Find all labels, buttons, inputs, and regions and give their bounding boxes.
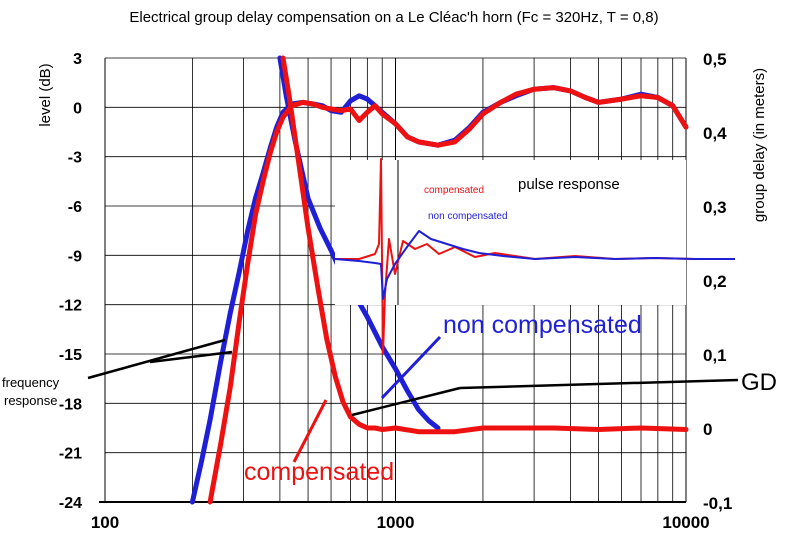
series <box>189 55 689 505</box>
left-axis-ticks: 3 0 -3 -6 -9 -12 -15 -18 -21 -24 <box>59 51 82 512</box>
annotations: non compensated compensated GD frequency res… <box>2 311 777 486</box>
fr-pointer-line <box>87 338 226 380</box>
inset-background <box>335 160 686 305</box>
y-tick-label: -9 <box>68 248 82 265</box>
fr-line-compensated <box>207 85 689 505</box>
annotation-non-compensated: non compensated <box>443 311 642 339</box>
annotation-frequency-response: frequency <box>2 375 60 390</box>
y-tick-label: -12 <box>59 298 82 315</box>
inset-label-non-compensated: non compensated <box>428 211 508 222</box>
y-tick-label: -3 <box>68 150 82 167</box>
x-tick-label: 10000 <box>662 513 709 532</box>
x-axis-ticks: 100 1000 10000 <box>91 513 710 532</box>
y-tick-label: -24 <box>59 495 82 512</box>
inset-title: pulse response <box>518 176 620 193</box>
y2-tick-label: 0,5 <box>703 50 727 69</box>
y-tick-label: -15 <box>59 347 82 364</box>
pulse-response-inset: pulse response compensated non compensated <box>334 158 735 355</box>
y2-tick-label: 0 <box>703 420 712 439</box>
gd-line-compensated <box>280 55 689 435</box>
x-tick-label: 100 <box>91 513 119 532</box>
y-axis-label: level (dB) <box>37 63 54 126</box>
y-tick-label: 3 <box>73 51 82 68</box>
fr-pointer-line <box>149 350 233 364</box>
annotation-frequency-response: response <box>4 393 57 408</box>
y2-tick-label: 0,4 <box>703 124 727 143</box>
inset-label-compensated: compensated <box>424 185 484 196</box>
y2-tick-label: 0,2 <box>703 272 727 291</box>
inset-line-non-compensated <box>334 230 735 300</box>
right-axis-ticks: 0,5 0,4 0,3 0,2 0,1 0 -0,1 <box>703 50 732 513</box>
y-tick-label: -6 <box>68 199 82 216</box>
y2-axis-label: group delay (in meters) <box>751 68 768 222</box>
y2-tick-label: 0,1 <box>703 346 727 365</box>
y-tick-label: 0 <box>73 100 82 117</box>
y-tick-label: -18 <box>59 396 82 413</box>
chart-title: Electrical group delay compensation on a… <box>129 9 658 26</box>
y-tick-label: -21 <box>59 446 82 463</box>
non-compensated-pointer-line <box>380 335 442 400</box>
gd-pointer-line <box>351 386 461 417</box>
compensated-pointer-line <box>292 399 328 463</box>
annotation-gd: GD <box>741 369 777 396</box>
y2-tick-label: -0,1 <box>703 494 732 513</box>
gd-pointer-line <box>459 378 739 390</box>
y2-tick-label: 0,3 <box>703 198 727 217</box>
annotation-compensated: compensated <box>244 458 394 486</box>
x-tick-label: 1000 <box>377 513 415 532</box>
